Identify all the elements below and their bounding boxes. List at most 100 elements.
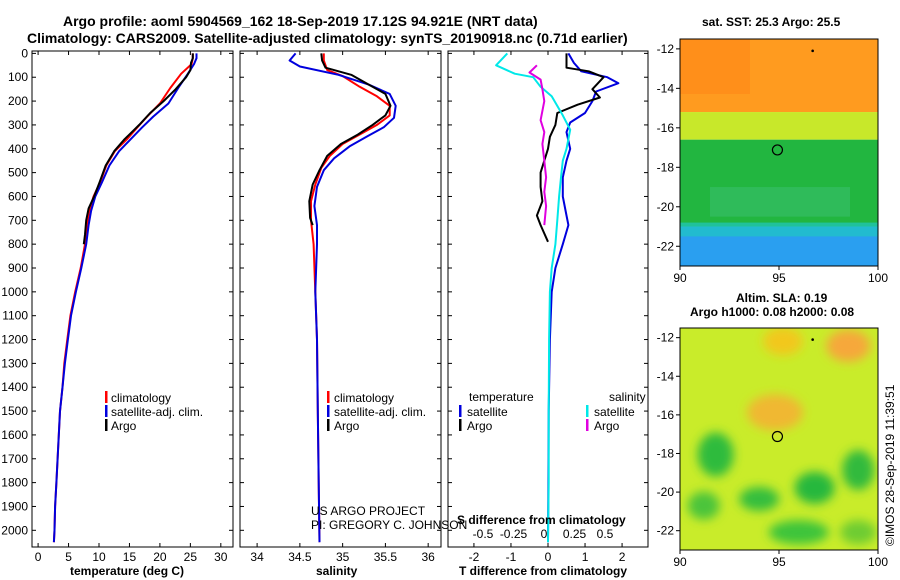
legend-swatch-climatology xyxy=(327,391,330,403)
x-tick-label: 15 xyxy=(123,550,137,564)
sla-map-title: Altim. SLA: 0.19 xyxy=(736,291,828,305)
map-y-tick-label: -12 xyxy=(657,42,675,56)
sst-warm-patch xyxy=(680,39,750,94)
depth-tick-label: 600 xyxy=(8,189,28,203)
series-line-s-argo xyxy=(528,64,548,226)
sla-blob xyxy=(697,432,734,477)
series-line-argo xyxy=(82,53,194,245)
legend-label-satellite: satellite-adj. clim. xyxy=(334,405,426,419)
salinity-legend: climatology satellite-adj. clim. Argo xyxy=(327,391,426,433)
credit-project: US ARGO PROJECT xyxy=(311,504,426,518)
legend-label-argo: Argo xyxy=(111,419,137,433)
legend-label-climatology: climatology xyxy=(334,391,394,405)
legend-label-satellite: satellite-adj. clim. xyxy=(111,405,203,419)
difference-series xyxy=(495,52,620,543)
legend-swatch-argo xyxy=(327,419,330,431)
depth-tick-label: 1900 xyxy=(1,499,28,513)
legend-label-argo: Argo xyxy=(334,419,360,433)
map-y-tick-label: -18 xyxy=(657,160,675,174)
x-tick-label: 2 xyxy=(619,550,626,564)
x-tick-label: 0 xyxy=(545,550,552,564)
depth-tick-label: 200 xyxy=(8,94,28,108)
depth-tick-label: 1000 xyxy=(1,285,28,299)
depth-tick-label: 1800 xyxy=(1,476,28,490)
x-tick-label: 25 xyxy=(184,550,198,564)
sst-map-title: sat. SST: 25.3 Argo: 25.5 xyxy=(702,15,841,29)
depth-axis: 0 100 200 300 400 500 600 700 800 900 1000 1100 1200… xyxy=(1,46,648,537)
x2-tick-label: 0.25 xyxy=(563,527,587,541)
legend-swatch-satellite xyxy=(327,405,330,417)
series-line-argo xyxy=(308,53,392,226)
sla-map-subtitle: Argo h1000: 0.08 h2000: 0.08 xyxy=(690,305,854,319)
series-line-s-satellite xyxy=(495,52,572,543)
map-y-tick-label: -20 xyxy=(657,485,675,499)
s-difference-axis-label: S difference from climatology xyxy=(457,513,626,527)
salinity-difference-x-axis: -0.5 -0.25 0 0.25 0.5 xyxy=(473,527,614,541)
depth-tick-label: 800 xyxy=(8,237,28,251)
x-tick-label: 35 xyxy=(336,550,350,564)
salinity-plot-frame xyxy=(239,50,442,548)
series-line-satellite-adj-clim- xyxy=(52,53,198,543)
x-tick-label: 34 xyxy=(250,550,264,564)
sla-map-image xyxy=(680,328,878,550)
temperature-plot-frame xyxy=(31,50,234,548)
legend-swatch-s-satellite xyxy=(586,405,589,417)
x2-tick-label: 0.5 xyxy=(597,527,614,541)
legend-label-t-argo: Argo xyxy=(467,419,493,433)
sla-blob xyxy=(826,329,871,362)
sla-blob xyxy=(768,520,829,545)
depth-tick-label: 1500 xyxy=(1,404,28,418)
map-y-tick-label: -22 xyxy=(657,524,675,538)
argo-position-marker xyxy=(771,144,784,156)
sla-map-axes: 90 95 100 -12 -14 -16 -18 -20 -22 xyxy=(657,331,889,569)
legend-title-temperature: temperature xyxy=(469,390,534,404)
t-difference-axis-label: T difference from climatology xyxy=(459,564,627,578)
legend-swatch-t-satellite xyxy=(459,405,462,417)
sla-blob xyxy=(687,491,720,520)
x-tick-label: 1 xyxy=(582,550,589,564)
depth-tick-label: 0 xyxy=(21,46,28,60)
legend-swatch-argo xyxy=(105,419,108,431)
temperature-legend: climatology satellite-adj. clim. Argo xyxy=(105,391,203,433)
depth-tick-label: 900 xyxy=(8,261,28,275)
depth-tick-label: 500 xyxy=(8,166,28,180)
x2-tick-label: -0.25 xyxy=(500,527,528,541)
x-tick-label: 30 xyxy=(214,550,228,564)
x-tick-label: 10 xyxy=(92,550,106,564)
sst-patch xyxy=(710,187,850,217)
series-line-satellite-adj-clim- xyxy=(288,52,397,543)
legend-title-salinity: salinity xyxy=(609,390,646,404)
sst-band xyxy=(680,112,878,140)
depth-tick-label: 700 xyxy=(8,213,28,227)
x2-tick-label: -0.5 xyxy=(473,527,494,541)
map-x-tick-label: 95 xyxy=(772,555,786,569)
island-marker xyxy=(811,338,814,341)
depth-tick-label: 1600 xyxy=(1,428,28,442)
depth-tick-label: 400 xyxy=(8,142,28,156)
map-y-tick-label: -14 xyxy=(657,369,675,383)
depth-tick-label: 1100 xyxy=(2,309,28,323)
sla-blob xyxy=(840,520,877,545)
imos-timestamp: ©IMOS 28-Sep-2019 11:39:51 xyxy=(883,384,897,546)
series-line-t-argo xyxy=(535,53,605,243)
sst-patch xyxy=(680,222,878,237)
argo-position-marker xyxy=(771,430,784,443)
legend-label-t-satellite: satellite xyxy=(467,405,508,419)
map-y-tick-label: -18 xyxy=(657,446,675,460)
sst-map-image xyxy=(680,39,878,266)
sst-map-axes: 90 95 100 -12 -14 -16 -18 -20 -22 xyxy=(657,42,889,285)
x-tick-label: 0 xyxy=(35,550,42,564)
depth-tick-label: 1400 xyxy=(1,380,28,394)
salinity-x-axis: 34 34.5 35 35.5 36 xyxy=(250,51,435,564)
depth-tick-label: 1200 xyxy=(1,333,28,347)
map-x-tick-label: 90 xyxy=(673,555,687,569)
sla-features xyxy=(687,328,877,545)
legend-label-climatology: climatology xyxy=(111,391,171,405)
map-x-tick-label: 100 xyxy=(868,555,888,569)
temperature-x-axis: 0 5 10 15 20 25 30 xyxy=(35,51,228,564)
depth-tick-label: 100 xyxy=(8,70,28,84)
legend-swatch-s-argo xyxy=(586,419,589,431)
x-tick-label: 36 xyxy=(421,550,435,564)
header-line-1: Argo profile: aoml 5904569_162 18-Sep-20… xyxy=(63,13,538,29)
